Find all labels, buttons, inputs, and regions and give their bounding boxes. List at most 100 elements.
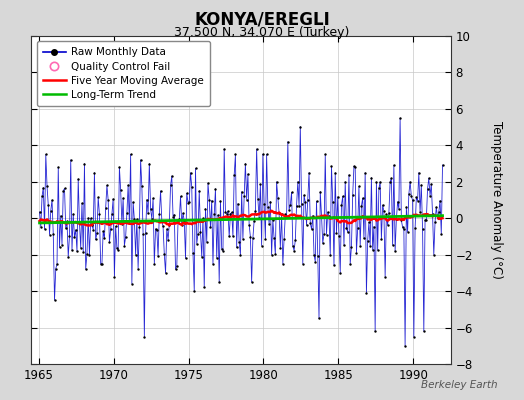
Point <box>234 200 242 207</box>
Point <box>250 218 258 224</box>
Point <box>89 226 97 233</box>
Point <box>149 195 157 201</box>
Point <box>339 193 347 200</box>
Point <box>215 279 223 285</box>
Point <box>308 226 316 232</box>
Point <box>206 224 215 231</box>
Point <box>47 207 55 214</box>
Point <box>139 230 147 237</box>
Point <box>370 223 378 230</box>
Point <box>190 288 199 294</box>
Point <box>280 236 288 242</box>
Point <box>159 223 167 230</box>
Point <box>85 252 94 258</box>
Point <box>395 206 403 212</box>
Point <box>194 230 202 237</box>
Point <box>407 193 416 199</box>
Point <box>128 280 136 287</box>
Point <box>286 202 294 208</box>
Point <box>225 233 233 240</box>
Point <box>408 197 417 204</box>
Point <box>181 255 190 262</box>
Point <box>261 236 269 242</box>
Point <box>348 192 357 198</box>
Point <box>391 248 399 254</box>
Point <box>341 178 350 185</box>
Point <box>170 211 179 218</box>
Point <box>58 242 66 248</box>
Point <box>104 197 112 203</box>
Point <box>126 151 135 158</box>
Point <box>109 196 117 202</box>
Point <box>346 260 354 267</box>
Point <box>417 182 425 188</box>
Point <box>434 209 443 216</box>
Point <box>253 146 261 152</box>
Point <box>66 233 74 239</box>
Point <box>72 226 80 233</box>
Point <box>226 211 235 217</box>
Point <box>367 174 376 181</box>
Point <box>155 211 163 217</box>
Point <box>103 182 111 189</box>
Point <box>231 151 239 158</box>
Point <box>146 206 155 212</box>
Point <box>106 226 115 233</box>
Point <box>344 229 352 235</box>
Point <box>56 244 64 250</box>
Point <box>224 208 232 214</box>
Point <box>220 146 228 152</box>
Point <box>249 235 257 241</box>
Point <box>414 170 423 176</box>
Point <box>357 203 366 209</box>
Point <box>214 212 222 218</box>
Point <box>397 217 406 224</box>
Point <box>371 328 379 334</box>
Point <box>100 235 108 242</box>
Point <box>372 179 380 185</box>
Point <box>411 225 419 232</box>
Point <box>221 209 230 216</box>
Point <box>210 211 219 218</box>
Point <box>244 171 252 177</box>
Point <box>39 184 48 191</box>
Point <box>269 217 277 223</box>
Point <box>213 254 221 261</box>
Point <box>86 215 95 222</box>
Point <box>94 194 102 200</box>
Point <box>151 226 160 232</box>
Point <box>102 204 110 211</box>
Point <box>420 328 428 334</box>
Point <box>132 252 140 258</box>
Point <box>285 206 293 213</box>
Point <box>255 215 264 222</box>
Point <box>129 199 137 205</box>
Point <box>292 202 301 209</box>
Point <box>361 170 369 176</box>
Point <box>138 183 146 190</box>
Point <box>416 209 424 216</box>
Point <box>296 123 304 130</box>
Point <box>326 252 334 258</box>
Point <box>44 202 52 208</box>
Point <box>59 188 68 194</box>
Text: 37.500 N, 34.070 E (Turkey): 37.500 N, 34.070 E (Turkey) <box>174 26 350 39</box>
Point <box>246 234 255 240</box>
Point <box>295 202 303 209</box>
Point <box>380 208 388 214</box>
Point <box>180 218 189 224</box>
Point <box>79 248 88 255</box>
Point <box>61 225 70 232</box>
Point <box>260 200 268 207</box>
Point <box>187 170 195 176</box>
Point <box>230 172 238 178</box>
Point <box>322 231 331 238</box>
Point <box>164 236 172 243</box>
Point <box>134 265 143 272</box>
Point <box>303 196 312 203</box>
Point <box>315 315 323 322</box>
Point <box>274 195 282 201</box>
Point <box>135 224 144 230</box>
Point <box>432 204 441 210</box>
Point <box>116 186 125 193</box>
